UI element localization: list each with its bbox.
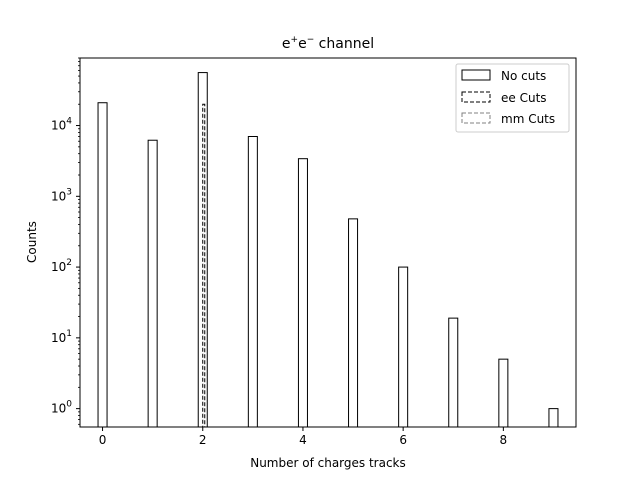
y-ticks: 100 101 102 103 104	[51, 57, 80, 425]
legend-swatch-no-cuts	[461, 69, 491, 81]
legend-swatch-mm-cuts	[461, 112, 491, 124]
plot-frame	[79, 57, 577, 428]
y-tick-label: 102	[51, 258, 72, 274]
y-tick-label: 101	[51, 329, 72, 345]
legend-box	[455, 63, 570, 133]
y-tick-label: 104	[51, 117, 72, 133]
x-tick-label: 0	[99, 433, 107, 447]
legend-label-mm-cuts: mm Cuts	[501, 112, 555, 126]
legend-label-ee-cuts: ee Cuts	[501, 91, 547, 105]
x-ticks: 0 2 4 6 8	[99, 427, 507, 447]
x-tick-label: 6	[399, 433, 407, 447]
chart-title: e+e− channel	[282, 35, 374, 52]
legend-label-no-cuts: No cuts	[501, 69, 546, 83]
legend: No cuts ee Cuts mm Cuts	[455, 63, 570, 133]
y-axis-label: Counts	[25, 221, 39, 263]
x-tick-label: 8	[500, 433, 508, 447]
y-tick-label: 100	[51, 400, 72, 416]
y-tick-label: 103	[51, 187, 72, 203]
x-tick-label: 4	[299, 433, 307, 447]
x-tick-label: 2	[199, 433, 207, 447]
legend-swatch-ee-cuts	[461, 91, 491, 103]
x-axis-label: Number of charges tracks	[250, 456, 406, 470]
